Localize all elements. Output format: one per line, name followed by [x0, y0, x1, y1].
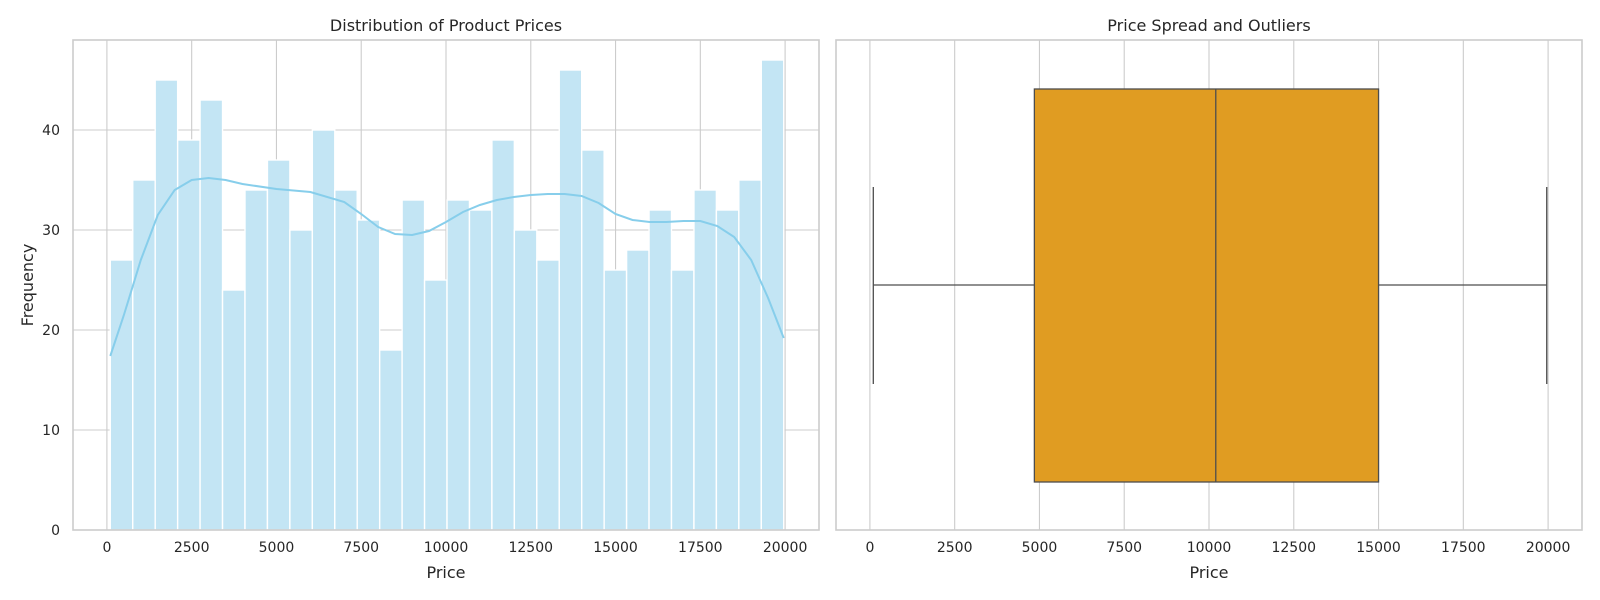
- histogram-bar: [670, 269, 695, 531]
- histogram-bar: [401, 199, 426, 531]
- histogram-bar: [648, 209, 673, 531]
- histogram-bar: [715, 209, 740, 531]
- histogram-bar: [334, 189, 358, 531]
- kde-curve: [109, 176, 785, 357]
- x-tick-label: 5000: [259, 540, 295, 556]
- boxplot-x-ticks: 0 2500 5000 7500 10000 12500 15000 17500 20000: [865, 540, 1570, 556]
- histogram-bar: [603, 269, 628, 531]
- x-tick-label: 0: [102, 540, 111, 556]
- x-tick-label: 2500: [174, 540, 210, 556]
- histogram-bar: [536, 259, 560, 531]
- iqr-box: [1033, 88, 1380, 483]
- histogram-bar: [513, 229, 538, 531]
- x-tick-label: 20000: [1526, 540, 1571, 556]
- histogram-bar: [423, 279, 448, 531]
- boxplot-marks: [872, 88, 1548, 483]
- x-tick-label: 5000: [1022, 540, 1058, 556]
- histogram-bar: [738, 179, 762, 531]
- histogram-bar: [244, 189, 269, 531]
- histogram-bar: [625, 249, 650, 531]
- histogram-bar: [760, 59, 785, 531]
- x-tick-label: 7500: [1106, 540, 1142, 556]
- histogram-bar: [289, 229, 314, 531]
- histogram-bar: [199, 99, 224, 531]
- x-tick-label: 7500: [343, 540, 379, 556]
- x-tick-label: 10000: [424, 540, 469, 556]
- histogram-y-ticks: 0 10 20 30 40: [42, 123, 60, 539]
- histogram-bar: [693, 189, 718, 531]
- boxplot-panel: 0 2500 5000 7500 10000 12500 15000 17500 20000 P…: [835, 16, 1583, 582]
- histogram-bar: [378, 349, 403, 531]
- histogram-bar: [581, 149, 605, 531]
- x-tick-label: 15000: [593, 540, 638, 556]
- boxplot-frame: [835, 39, 1583, 531]
- boxplot-title: Price Spread and Outliers: [1107, 16, 1310, 35]
- histogram-y-label: Frequency: [18, 244, 37, 327]
- histogram-bar: [558, 69, 583, 531]
- histogram-panel: 0 2500 5000 7500 10000 12500 15000 17500 20000 0…: [18, 16, 820, 582]
- y-tick-label: 0: [51, 523, 60, 539]
- y-tick-label: 40: [42, 123, 60, 139]
- histogram-bar: [311, 129, 336, 531]
- x-tick-label: 17500: [1441, 540, 1486, 556]
- x-tick-label: 10000: [1187, 540, 1232, 556]
- histogram-title: Distribution of Product Prices: [330, 16, 562, 35]
- histogram-bar: [221, 289, 246, 531]
- x-tick-label: 15000: [1356, 540, 1401, 556]
- histogram-bar: [446, 199, 471, 531]
- x-tick-label: 2500: [937, 540, 973, 556]
- x-tick-label: 0: [865, 540, 874, 556]
- histogram-bar: [266, 159, 291, 531]
- histogram-bar: [154, 79, 179, 531]
- histogram-bar: [176, 139, 201, 531]
- x-tick-label: 12500: [508, 540, 553, 556]
- x-tick-label: 20000: [763, 540, 808, 556]
- histogram-frame: [72, 39, 820, 531]
- histogram-x-ticks: 0 2500 5000 7500 10000 12500 15000 17500 20000: [102, 540, 807, 556]
- y-tick-label: 10: [42, 423, 60, 439]
- histogram-bar: [356, 219, 381, 531]
- y-tick-label: 20: [42, 323, 60, 339]
- histogram-bar: [468, 209, 493, 531]
- x-tick-label: 12500: [1271, 540, 1316, 556]
- x-tick-label: 17500: [678, 540, 723, 556]
- histogram-x-label: Price: [426, 563, 465, 582]
- y-tick-label: 30: [42, 223, 60, 239]
- boxplot-x-label: Price: [1189, 563, 1228, 582]
